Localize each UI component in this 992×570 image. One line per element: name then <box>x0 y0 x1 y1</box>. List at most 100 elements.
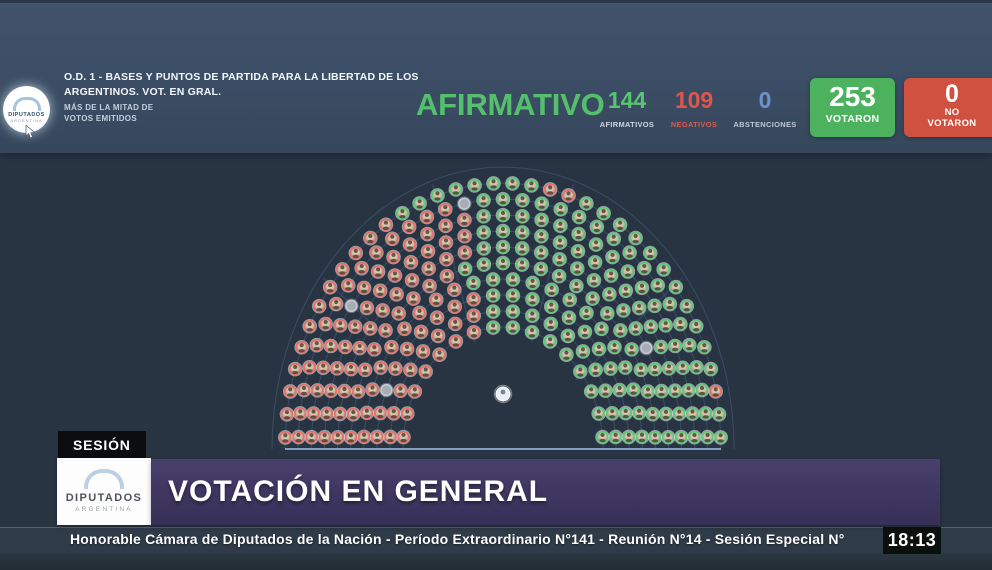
seat-glow <box>612 217 628 233</box>
seat-glow <box>544 282 559 298</box>
seat-avatar-hair <box>481 244 486 249</box>
seat-negativo <box>303 360 316 374</box>
seat-avatar-body <box>609 258 616 263</box>
seat-avatar-body <box>393 296 400 300</box>
seat-avatar-body <box>367 239 374 244</box>
seat-glow <box>384 231 400 247</box>
seat-glow <box>688 318 704 334</box>
seat-glow <box>624 342 639 357</box>
seat-avatar-body <box>685 392 692 396</box>
seat-glow <box>337 383 352 399</box>
seat-afirmativo <box>690 360 703 374</box>
row-guide-arc <box>310 214 696 450</box>
seat-negativo <box>376 304 389 317</box>
seat-glow <box>559 347 574 362</box>
seat-glow <box>618 405 634 421</box>
seat-avatar-body <box>322 325 329 330</box>
seat-avatar-body <box>573 287 580 292</box>
seat-avatar-body <box>406 228 413 233</box>
seat-avatar-hair <box>364 303 369 308</box>
seat-avatar-body <box>630 391 637 395</box>
seat-negativo <box>429 293 443 307</box>
seat-avatar-hair <box>392 271 398 276</box>
seat-avatar-body <box>382 226 390 230</box>
seat-afirmativo <box>623 246 636 259</box>
seat-afirmativo <box>534 262 548 276</box>
seat-avatar-body <box>443 261 450 265</box>
aisle-line <box>322 277 431 381</box>
seat-avatar-hair <box>355 387 361 392</box>
seat-negativo <box>420 210 434 224</box>
seat-avatar-body <box>689 415 696 419</box>
seat-afirmativo <box>674 317 687 331</box>
seat-afirmativo <box>467 276 480 290</box>
seat-negativo <box>413 306 426 320</box>
seat-avatar-hair <box>605 309 610 314</box>
seat-glow <box>600 306 615 321</box>
seat-avatar-hair <box>417 199 422 204</box>
seat-afirmativo <box>682 338 696 352</box>
seat-avatar-body <box>424 253 432 257</box>
seat-negativo <box>329 297 343 311</box>
seat-avatar-body <box>480 202 487 206</box>
seat-glow <box>296 382 312 398</box>
seat-avatar-hair <box>481 260 486 265</box>
seat-avatar-body <box>490 185 497 189</box>
seat-glow <box>639 340 654 356</box>
seat-avatar-body <box>509 313 516 317</box>
seat-glow <box>617 360 633 375</box>
seat-avatar-body <box>298 349 305 353</box>
seat-avatar-hair <box>357 343 362 349</box>
seat-afirmativo <box>619 284 633 298</box>
seat-avatar-body <box>336 415 344 420</box>
seat-avatar-body <box>390 258 397 263</box>
seat-avatar-body <box>350 415 357 420</box>
seat-avatar-body <box>588 393 595 397</box>
seat-glow <box>328 296 344 312</box>
seat-avatar-hair <box>443 205 448 210</box>
seat-avatar-body <box>679 369 686 373</box>
seat-avatar-body <box>377 292 384 297</box>
seat-avatar-hair <box>404 344 410 350</box>
seat-avatar-hair <box>472 181 477 186</box>
seat-avatar-body <box>620 312 627 316</box>
seat-avatar-hair <box>401 432 406 438</box>
seat-negativo <box>283 385 297 398</box>
seat-glow <box>323 383 339 399</box>
seat-avatar-body <box>452 343 459 347</box>
seat-negativo <box>338 384 351 398</box>
seat-avatar-body <box>602 392 609 396</box>
seat-avatar-body <box>395 315 402 319</box>
seat-avatar-body <box>422 373 429 377</box>
seat-negativo <box>310 338 324 352</box>
seat-negativo <box>295 340 309 354</box>
seat-avatar-hair <box>322 433 327 438</box>
mouse-cursor-icon <box>25 125 36 139</box>
seat-afirmativo <box>625 343 639 356</box>
seat-avatar-body <box>599 438 606 443</box>
seat-avatar-body <box>433 319 441 323</box>
seat-avatar-hair <box>481 212 486 217</box>
seat-avatar-body <box>417 333 425 338</box>
seat-negativo <box>360 406 374 420</box>
seat-avatar-body <box>632 239 639 244</box>
seat-afirmativo <box>621 265 635 278</box>
seat-avatar-hair <box>584 199 589 204</box>
seat-glow <box>378 323 393 338</box>
seat-negativo <box>333 318 347 332</box>
seat-avatar-hair <box>424 212 429 218</box>
seat-avatar-hair <box>283 433 288 438</box>
seat-negativo <box>543 183 557 196</box>
seat-avatar-hair <box>311 409 316 414</box>
seat-glow <box>486 176 501 191</box>
seat-glow <box>495 223 511 239</box>
seat-avatar-body <box>480 266 487 270</box>
seat-negativo <box>398 322 411 336</box>
seat-negativo <box>430 311 444 325</box>
seat-negativo <box>467 309 481 323</box>
seat-glow <box>422 278 437 294</box>
seat-avatar-body <box>358 269 365 274</box>
seat-avatar-body <box>461 254 468 258</box>
seat-absent <box>458 197 471 210</box>
seat-avatar-hair <box>596 409 601 414</box>
